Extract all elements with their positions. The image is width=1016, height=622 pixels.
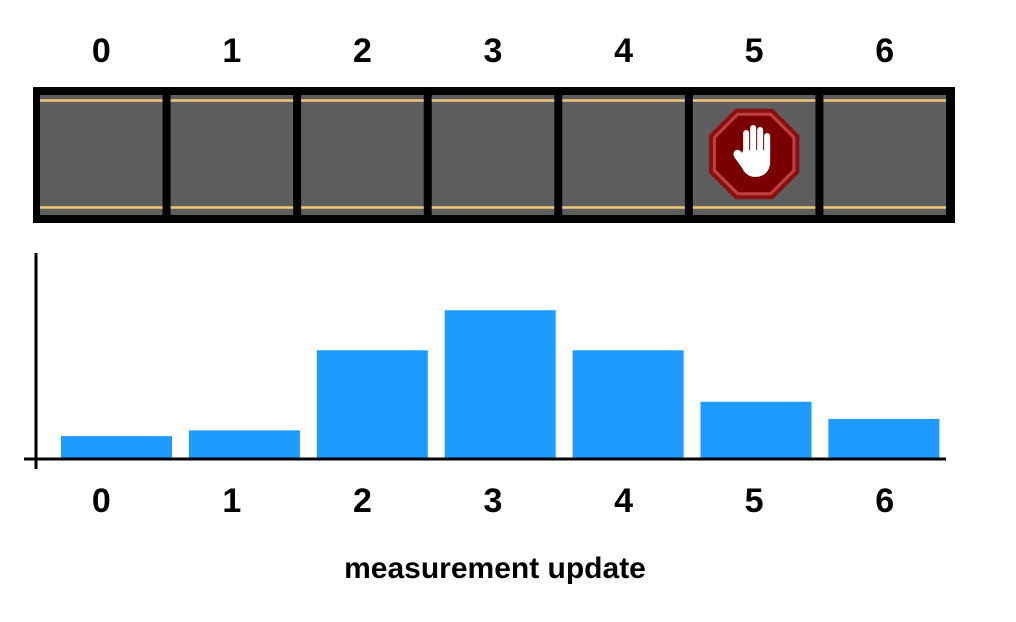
road-cell-label: 2 xyxy=(353,32,372,70)
road-strip xyxy=(33,87,955,223)
road-cell-label: 3 xyxy=(484,32,503,70)
hand-glyph xyxy=(733,125,771,177)
x-axis-label: measurement update xyxy=(344,552,646,585)
stop-hand-icon xyxy=(708,108,800,200)
road-cell-label: 1 xyxy=(222,32,241,70)
bar-2 xyxy=(316,350,428,459)
road-cell-3 xyxy=(431,95,555,215)
bar-0 xyxy=(61,436,172,459)
road-cell-6 xyxy=(823,95,946,215)
bar-6 xyxy=(828,418,940,459)
x-tick-label: 4 xyxy=(614,482,633,520)
road-cell-labels: 0 1 2 3 4 5 6 xyxy=(92,32,894,70)
bar-3 xyxy=(444,310,556,459)
bar-5 xyxy=(700,401,812,459)
road-cell-0 xyxy=(40,95,163,215)
x-tick-label: 5 xyxy=(745,482,764,520)
road-cell-label: 6 xyxy=(875,32,894,70)
x-tick-labels: 0 1 2 3 4 5 6 xyxy=(92,482,894,520)
road-cell-label: 0 xyxy=(92,32,111,70)
x-tick-label: 0 xyxy=(92,482,111,520)
road-cell-2 xyxy=(301,95,424,215)
x-tick-label: 2 xyxy=(353,482,372,520)
bar-1 xyxy=(188,430,300,459)
probability-bar-chart: 0 1 2 3 4 5 6 measurement update xyxy=(24,253,946,585)
road-cell-label: 4 xyxy=(614,32,633,70)
road-cell-label: 5 xyxy=(745,32,764,70)
x-tick-label: 3 xyxy=(484,482,503,520)
bar-4 xyxy=(572,350,684,459)
road-cell-1 xyxy=(170,95,294,215)
x-tick-label: 1 xyxy=(222,482,241,520)
road-cell-4 xyxy=(562,95,685,215)
x-tick-label: 6 xyxy=(875,482,894,520)
